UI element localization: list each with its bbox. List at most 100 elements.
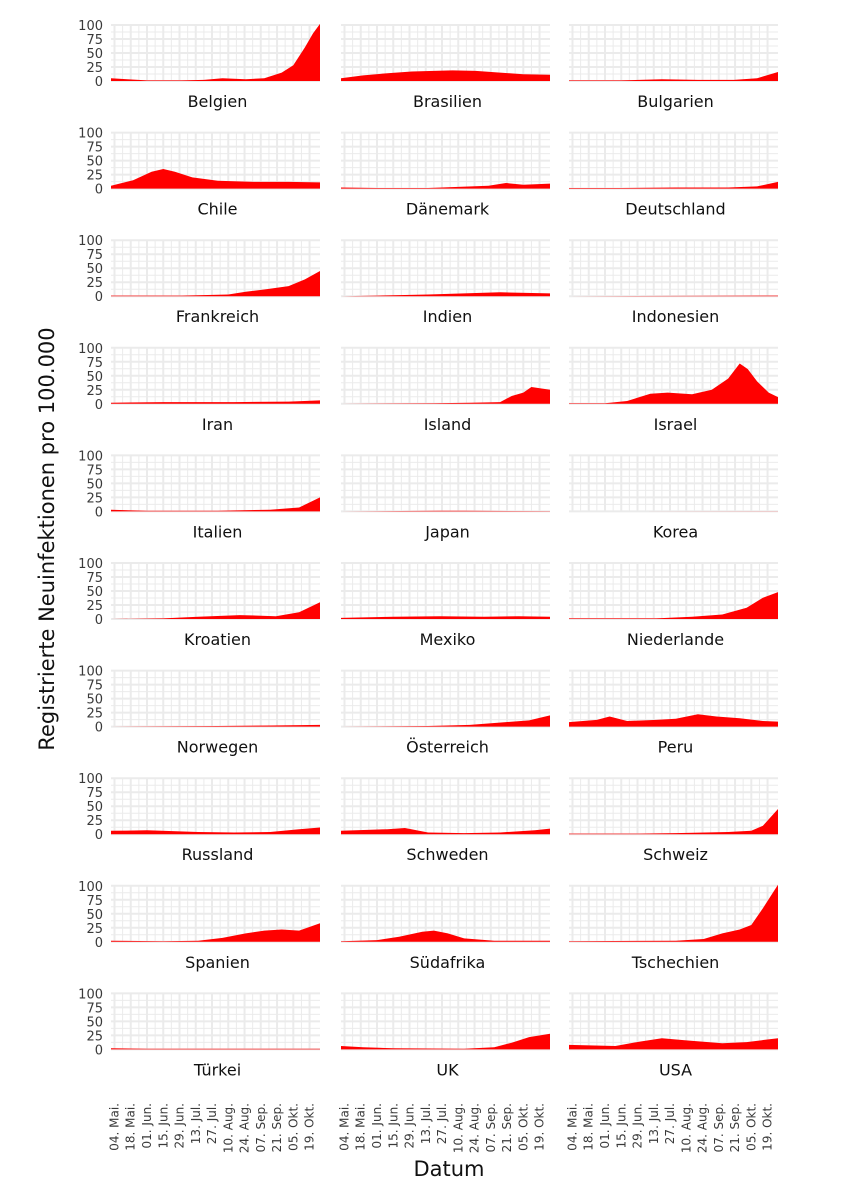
panel-title: Kroatien	[184, 630, 251, 649]
x-axes-group: 04. Mai. 18. Mai. 01. Jun. 15. Jun. 29. Jun.…	[108, 1103, 775, 1153]
x-tick-label: 10. Aug.	[451, 1103, 465, 1153]
y-tick-label: 0	[95, 505, 103, 520]
area-belgien	[111, 23, 320, 81]
panel-title: Niederlande	[627, 630, 724, 649]
panel-schweiz: Schweiz	[569, 777, 778, 864]
x-tick-label: 19. Okt.	[303, 1103, 317, 1151]
y-tick-label: 50	[86, 585, 103, 600]
panel-title: Bulgarien	[637, 92, 714, 111]
x-tick-label: 07. Sep.	[254, 1103, 268, 1152]
y-tick-label: 0	[95, 936, 103, 951]
y-tick-label: 75	[86, 1001, 103, 1016]
panel-title: Island	[424, 415, 472, 434]
panel-südafrika: Südafrika	[341, 884, 550, 972]
y-tick-label: 50	[86, 370, 103, 385]
area-kroatien	[111, 602, 320, 619]
y-tick-label: 25	[86, 169, 103, 184]
y-tick-label: 50	[86, 477, 103, 492]
area-peru	[569, 714, 778, 727]
area-schweiz	[569, 809, 778, 835]
y-tick-label: 25	[86, 276, 103, 291]
x-tick-label: 18. Mai.	[582, 1103, 596, 1151]
area-israel	[569, 363, 778, 404]
panel-title: Belgien	[188, 92, 248, 111]
panel-title: Schweden	[406, 845, 488, 864]
y-tick-label: 100	[78, 880, 103, 895]
x-tick-label: 24. Aug.	[468, 1103, 482, 1153]
y-tick-label: 25	[86, 922, 103, 937]
panel-schweden: Schweden	[341, 777, 550, 864]
y-tick-label: 100	[78, 772, 103, 787]
y-tick-label: 50	[86, 693, 103, 708]
area-japan	[341, 510, 550, 512]
panel-brasilien: Brasilien	[341, 24, 550, 111]
area-tschechien	[569, 884, 778, 942]
x-tick-label: 18. Mai.	[124, 1103, 138, 1151]
panel-title: Brasilien	[413, 92, 482, 111]
area-spanien	[111, 923, 320, 942]
x-tick-label: 04. Mai.	[566, 1103, 580, 1151]
y-tick-label: 75	[86, 571, 103, 586]
panel-title: Peru	[658, 738, 694, 757]
panel-title: Mexiko	[420, 630, 476, 649]
x-tick-label: 19. Okt.	[533, 1103, 547, 1151]
x-tick-label: 27. Jul.	[435, 1103, 449, 1144]
panel-island: Island	[341, 346, 550, 434]
y-tick-label: 0	[95, 1043, 103, 1058]
x-tick-label: 15. Jun.	[156, 1103, 170, 1148]
panel-title: Frankreich	[176, 307, 259, 326]
panel-title: Indonesien	[632, 307, 720, 326]
panel-title: Japan	[424, 522, 470, 541]
panel-title: USA	[659, 1060, 692, 1079]
panel-title: Deutschland	[625, 200, 725, 219]
area-iran	[111, 400, 320, 404]
panel-israel: Israel	[569, 346, 778, 434]
panel-title: Schweiz	[643, 845, 708, 864]
x-tick-label: 10. Aug.	[221, 1103, 235, 1153]
panel-bulgarien: Bulgarien	[569, 24, 778, 111]
panel-title: Italien	[193, 522, 243, 541]
y-tick-label: 100	[78, 557, 103, 572]
panel-title: Österreich	[406, 738, 489, 757]
panel-title: Russland	[182, 845, 254, 864]
x-tick-label: 13. Jul.	[419, 1103, 433, 1144]
y-tick-label: 0	[95, 721, 103, 736]
y-tick-label: 75	[86, 894, 103, 909]
panel-title: Spanien	[185, 953, 250, 972]
area-südafrika	[341, 930, 550, 942]
area-niederlande	[569, 592, 778, 619]
x-tick-label: 19. Okt.	[761, 1103, 775, 1151]
panel-niederlande: Niederlande	[569, 562, 778, 649]
y-tick-label: 75	[86, 356, 103, 371]
y-tick-label: 75	[86, 141, 103, 156]
y-tick-label: 75	[86, 33, 103, 48]
y-tick-label: 75	[86, 786, 103, 801]
y-tick-label: 100	[78, 987, 103, 1002]
x-tick-label: 24. Aug.	[238, 1103, 252, 1153]
y-tick-label: 50	[86, 262, 103, 277]
panel-title: Türkei	[193, 1060, 241, 1079]
x-tick-label: 29. Jun.	[403, 1103, 417, 1148]
panel-usa: USA	[569, 992, 778, 1079]
y-tick-label: 75	[86, 463, 103, 478]
x-tick-label: 29. Jun.	[631, 1103, 645, 1148]
panel-title: Südafrika	[410, 953, 486, 972]
x-tick-label: 13. Jul.	[647, 1103, 661, 1144]
panel-title: Norwegen	[177, 738, 258, 757]
x-tick-label: 27. Jul.	[205, 1103, 219, 1144]
y-tick-label: 100	[78, 665, 103, 680]
panel-peru: Peru	[569, 669, 778, 757]
x-axis-title: Datum	[413, 1157, 484, 1181]
panel-indonesien: Indonesien	[569, 239, 778, 326]
x-tick-label: 15. Jun.	[386, 1103, 400, 1148]
area-indonesien	[569, 295, 778, 297]
x-tick-label: 01. Jun.	[140, 1103, 154, 1148]
